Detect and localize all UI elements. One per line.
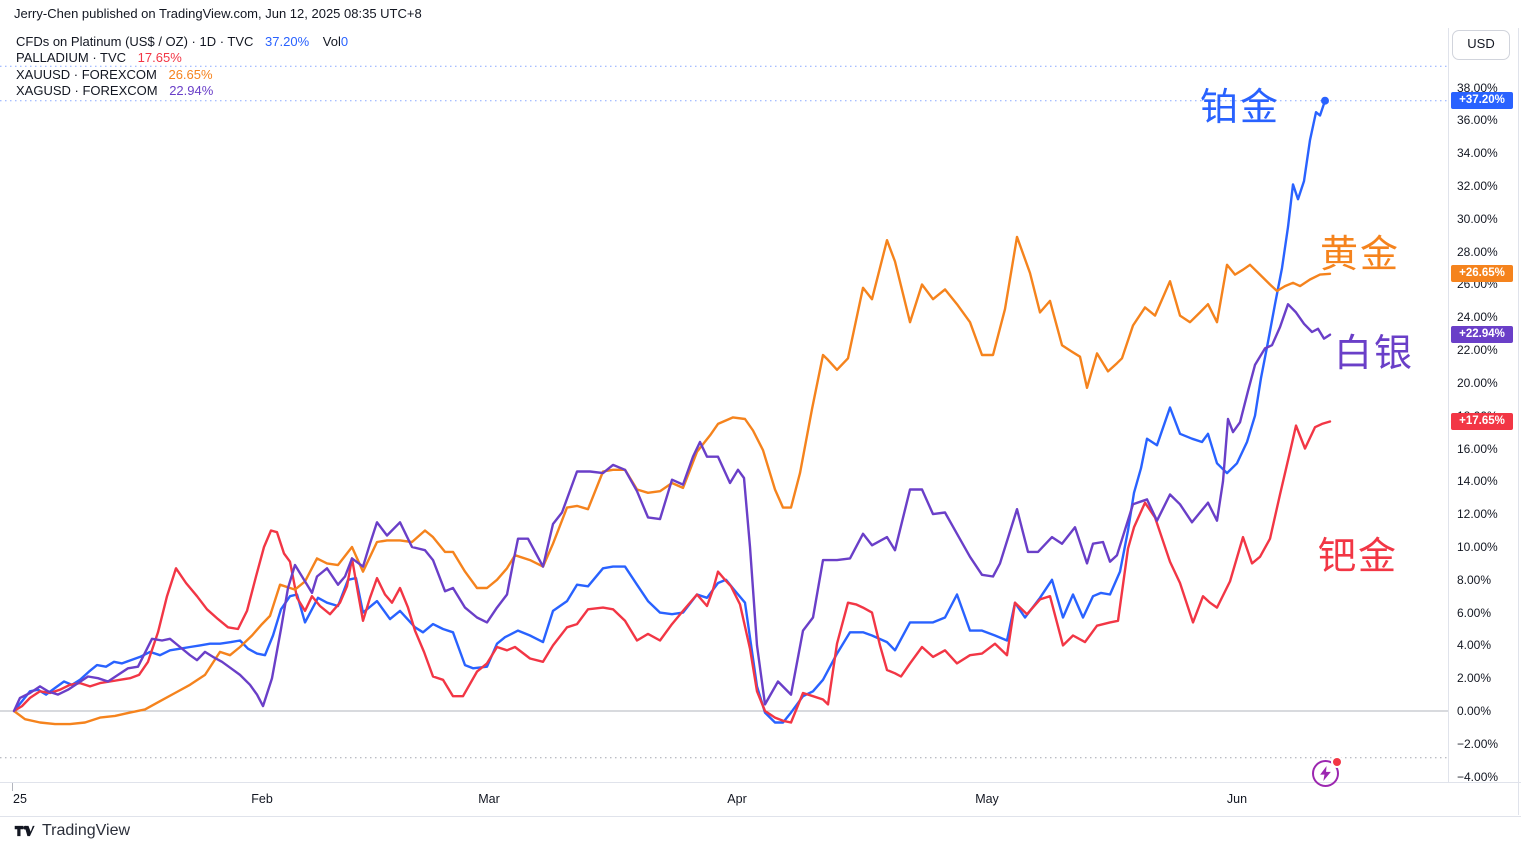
price-badge: +17.65%	[1451, 412, 1513, 430]
annotation-platinum: 铂金	[1200, 85, 1281, 129]
series-platinum	[12, 99, 1327, 724]
y-axis-tick: 8.00%	[1457, 572, 1492, 587]
legend-row-xauusd[interactable]: XAUUSD · FOREXCOM 26.65%	[16, 67, 348, 83]
y-axis-tick: 16.00%	[1457, 441, 1498, 456]
notification-dot	[1333, 758, 1341, 766]
y-axis-tick: 12.00%	[1457, 507, 1498, 522]
volume-label: Vol	[322, 34, 341, 49]
legend-change-value: 17.65%	[137, 50, 182, 66]
y-axis-tick: 28.00%	[1457, 244, 1498, 259]
legend-symbol: XAUUSD · FOREXCOM	[16, 66, 157, 82]
y-axis-tick: 22.00%	[1457, 343, 1498, 358]
y-axis-tick: 24.00%	[1457, 310, 1498, 325]
price-scale[interactable]: 40.00%38.00%36.00%34.00%32.00%30.00%28.0…	[1448, 28, 1520, 784]
y-axis-tick: 10.00%	[1457, 539, 1498, 554]
x-axis-label: May	[975, 792, 999, 806]
price-badge: +26.65%	[1451, 265, 1513, 283]
time-scale[interactable]: 25 Feb Mar Apr May Jun	[0, 782, 1521, 817]
legend-symbol: CFDs on Platinum (US$ / OZ) · 1D · TVC	[16, 34, 254, 49]
flash-icon[interactable]	[1312, 758, 1341, 787]
x-axis-label: Apr	[727, 792, 747, 806]
lightning-bolt-icon	[1320, 766, 1331, 781]
price-scale-right-border	[1518, 28, 1519, 815]
series-gold	[12, 235, 1332, 726]
y-axis-tick: −2.00%	[1457, 736, 1499, 751]
published-bar: Jerry-Chen published on TradingView.com,…	[0, 0, 1521, 28]
x-axis-label: 25	[13, 792, 27, 806]
annotation-gold: 黄金	[1320, 232, 1401, 276]
y-axis-tick: 4.00%	[1457, 638, 1492, 653]
legend-row-platinum[interactable]: CFDs on Platinum (US$ / OZ) · 1D · TVC 3…	[16, 34, 348, 50]
published-text: Jerry-Chen published on TradingView.com,…	[14, 6, 422, 21]
tradingview-wordmark: TradingView	[42, 822, 131, 839]
annotation-silver: 白银	[1334, 331, 1415, 375]
tradingview-logo-icon	[14, 825, 35, 837]
price-badge: +22.94%	[1451, 326, 1513, 344]
year-tick-mark	[12, 783, 13, 791]
legend-change-value: 26.65%	[168, 66, 213, 82]
legend-symbol: PALLADIUM · TVC	[16, 50, 127, 66]
currency-toggle-button[interactable]: USD	[1452, 30, 1510, 60]
y-axis-tick: 34.00%	[1457, 146, 1498, 161]
x-axis-label: Mar	[478, 792, 500, 806]
annotation-palladium: 钯金	[1318, 534, 1399, 578]
y-axis-tick: −4.00%	[1457, 769, 1499, 784]
price-badge: +37.20%	[1451, 92, 1513, 110]
y-axis-tick: 6.00%	[1457, 605, 1492, 620]
legend-change-value: 22.94%	[169, 83, 214, 99]
series-palladium	[12, 420, 1332, 724]
series-silver	[12, 303, 1332, 713]
volume-value: 0	[340, 34, 349, 49]
y-axis-tick: 20.00%	[1457, 375, 1498, 390]
last-price-marker	[1321, 96, 1329, 105]
y-axis-tick: 30.00%	[1457, 211, 1498, 226]
y-axis-tick: 36.00%	[1457, 113, 1498, 128]
legend-symbol: XAGUSD · FOREXCOM	[16, 83, 158, 99]
symbol-legend: CFDs on Platinum (US$ / OZ) · 1D · TVC 3…	[16, 34, 348, 100]
footer-brand[interactable]: TradingView	[14, 822, 130, 840]
x-axis-label: Jun	[1226, 792, 1248, 806]
y-axis-tick: 38.00%	[1457, 80, 1498, 95]
legend-row-xagusd[interactable]: XAGUSD · FOREXCOM 22.94%	[16, 83, 348, 99]
y-axis-tick: 0.00%	[1457, 704, 1492, 718]
legend-row-palladium[interactable]: PALLADIUM · TVC 17.65%	[16, 50, 348, 66]
legend-change-value: 37.20%	[265, 34, 310, 49]
x-axis-label: Feb	[251, 792, 273, 806]
y-axis-tick: 32.00%	[1457, 179, 1498, 194]
y-axis-tick: 2.00%	[1457, 671, 1492, 686]
y-axis-tick: 14.00%	[1457, 474, 1498, 489]
